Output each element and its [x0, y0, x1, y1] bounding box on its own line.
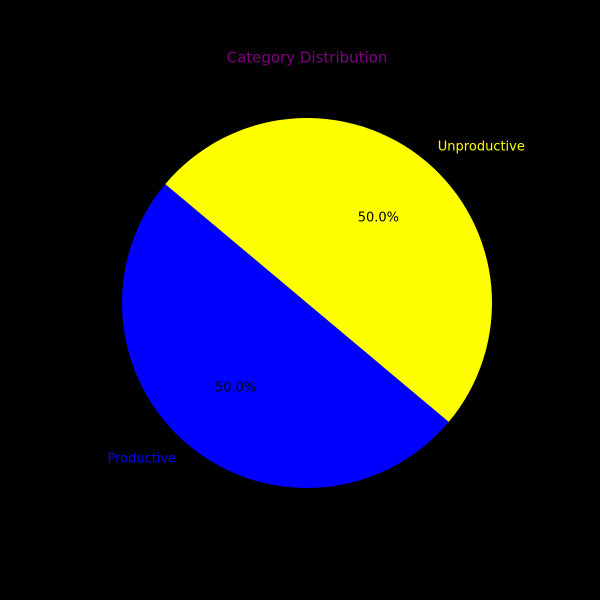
slice-label-productive: Productive [108, 451, 177, 466]
slice-label-unproductive: Unproductive [438, 140, 525, 155]
slice-percent-unproductive: 50.0% [358, 210, 399, 225]
pie-slices [122, 118, 493, 489]
slice-percent-productive: 50.0% [215, 381, 256, 396]
pie-slice-unproductive [165, 118, 493, 422]
chart-title: Category Distribution [227, 49, 388, 67]
pie-labels: Productive 50.0% Unproductive 50.0% [108, 140, 525, 467]
pie-slice-productive [122, 184, 449, 489]
